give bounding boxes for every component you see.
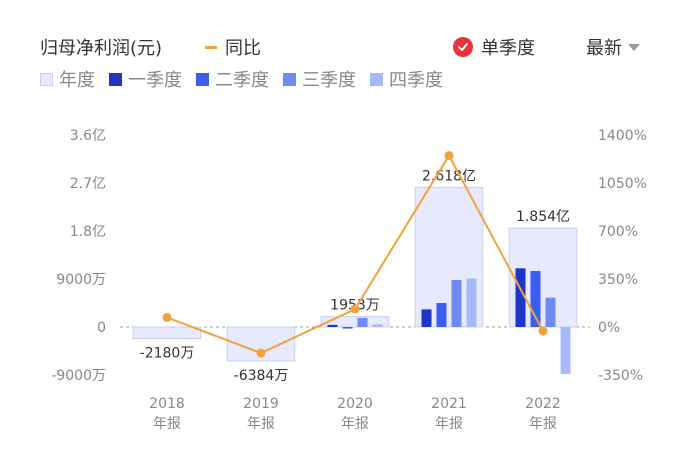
legend-swatch	[370, 72, 383, 86]
annual-data-label: -6384万	[234, 368, 289, 384]
x-axis-period-label: 年报	[529, 416, 557, 432]
legend-item-q3[interactable]: 三季度	[283, 66, 356, 92]
yoy-line-swatch	[205, 45, 217, 49]
legend-item-annual[interactable]: 年度	[40, 66, 95, 92]
legend-label: 年度	[59, 70, 95, 91]
legend-label: 三季度	[302, 70, 356, 91]
right-axis-tick-label: 350%	[598, 272, 638, 288]
quarter-bar	[545, 297, 556, 327]
right-axis-tick-label: 700%	[598, 224, 638, 240]
legend-item-q1[interactable]: 一季度	[109, 66, 182, 92]
chart-header: 归母净利润(元) 同比 单季度 最新	[40, 34, 640, 64]
annual-bar	[320, 316, 390, 328]
legend-swatch	[196, 72, 209, 86]
latest-label: 最新	[586, 38, 622, 59]
left-axis-tick-label: 9000万	[56, 272, 106, 288]
x-axis-period-label: 年报	[435, 416, 463, 432]
annual-data-label: 1.854亿	[516, 209, 570, 225]
yoy-point	[350, 304, 360, 314]
right-axis-tick-label: 1400%	[598, 128, 647, 144]
quarter-bar	[466, 278, 477, 327]
chart-legend: 年度 一季度 二季度 三季度 四季度	[40, 66, 457, 92]
annual-data-label: -2180万	[140, 346, 195, 362]
annual-data-label: 2.618亿	[422, 168, 476, 184]
yoy-point	[538, 326, 548, 336]
quarter-bar	[560, 327, 571, 374]
left-axis-tick-label: -9000万	[51, 368, 106, 384]
x-axis-period-label: 年报	[247, 416, 275, 432]
right-axis-tick-label: 1050%	[598, 176, 647, 192]
x-axis-year-label: 2019	[243, 396, 279, 412]
quarter-bar	[342, 327, 353, 329]
quarter-bar	[327, 324, 338, 327]
legend-label: 二季度	[215, 70, 269, 91]
x-axis-period-label: 年报	[153, 416, 181, 432]
chevron-down-icon	[628, 43, 640, 51]
quarter-bar	[451, 280, 462, 327]
right-axis-tick-label: 0%	[598, 320, 620, 336]
quarter-bar	[436, 303, 447, 327]
x-axis-year-label: 2022	[525, 396, 561, 412]
left-axis-tick-label: 1.8亿	[70, 224, 106, 240]
right-axis-tick-label: -350%	[598, 368, 643, 384]
left-axis-tick-label: 0	[97, 320, 106, 336]
legend-swatch	[283, 72, 296, 86]
yoy-point	[162, 312, 172, 322]
single-quarter-label: 单季度	[481, 38, 535, 59]
x-axis-year-label: 2021	[431, 396, 467, 412]
legend-swatch	[109, 72, 122, 86]
yoy-legend: 同比	[205, 34, 261, 60]
legend-swatch	[40, 72, 53, 86]
left-axis-tick-label: 3.6亿	[70, 128, 106, 144]
x-axis-year-label: 2020	[337, 396, 373, 412]
chart-title: 归母净利润(元)	[40, 38, 163, 59]
x-axis-year-label: 2018	[149, 396, 185, 412]
legend-label: 四季度	[389, 70, 443, 91]
quarter-bar	[530, 271, 541, 327]
yoy-point	[444, 151, 454, 161]
quarter-bar	[515, 268, 526, 327]
yoy-legend-label: 同比	[225, 38, 261, 59]
x-axis-period-label: 年报	[341, 416, 369, 432]
legend-item-q2[interactable]: 二季度	[196, 66, 269, 92]
quarter-bar	[357, 317, 368, 327]
left-axis-tick-label: 2.7亿	[70, 176, 106, 192]
yoy-point	[256, 348, 266, 358]
quarter-bar	[421, 309, 432, 327]
latest-dropdown[interactable]: 最新	[586, 34, 640, 60]
quarter-bar	[372, 324, 383, 327]
annual-bar	[132, 326, 202, 340]
single-quarter-toggle[interactable]: 单季度	[453, 34, 535, 60]
legend-item-q4[interactable]: 四季度	[370, 66, 443, 92]
legend-label: 一季度	[128, 70, 182, 91]
check-icon	[453, 37, 473, 57]
